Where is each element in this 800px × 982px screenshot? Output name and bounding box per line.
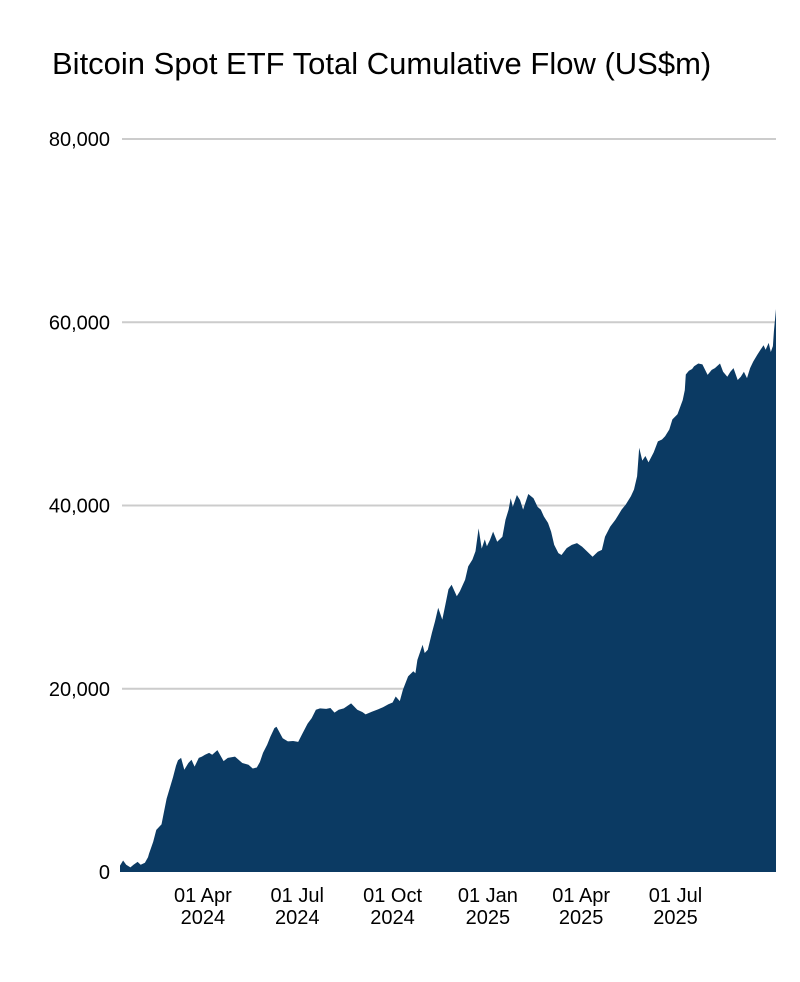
x-axis-label: 01 Oct	[363, 885, 422, 907]
x-axis-label-year: 2025	[466, 907, 511, 929]
y-axis-label: 0	[99, 862, 110, 884]
x-axis-label-year: 2025	[653, 907, 698, 929]
x-axis-label: 01 Jan	[458, 885, 518, 907]
chart-title: Bitcoin Spot ETF Total Cumulative Flow (…	[52, 46, 712, 81]
y-axis-label: 20,000	[49, 679, 110, 701]
x-axis-label: 01 Jul	[649, 885, 702, 907]
x-axis-label-year: 2024	[370, 907, 415, 929]
y-axis-label: 40,000	[49, 496, 110, 518]
y-axis-label: 60,000	[49, 312, 110, 334]
x-axis-label-year: 2024	[275, 907, 320, 929]
area-series	[120, 309, 776, 872]
y-axis-label: 80,000	[49, 129, 110, 151]
x-axis-label: 01 Jul	[271, 885, 324, 907]
x-axis-label: 01 Apr	[552, 885, 610, 907]
x-axis-label-year: 2025	[559, 907, 604, 929]
x-axis-label: 01 Apr	[174, 885, 232, 907]
x-axis-label-year: 2024	[181, 907, 226, 929]
